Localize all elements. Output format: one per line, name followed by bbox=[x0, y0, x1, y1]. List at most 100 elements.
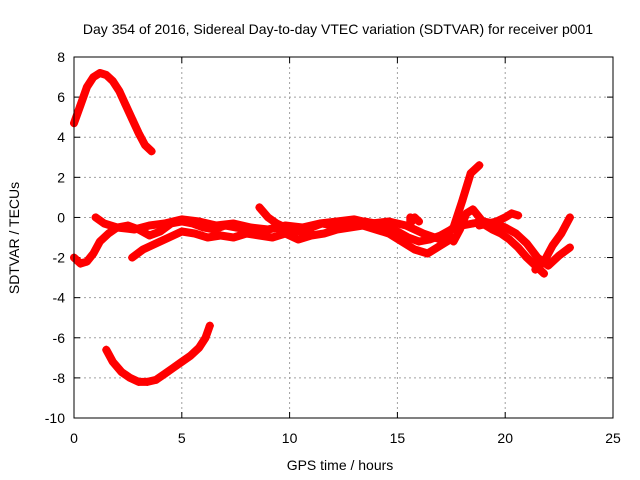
data-point bbox=[289, 227, 298, 236]
y-tick-label: 2 bbox=[57, 169, 65, 185]
data-point bbox=[212, 221, 221, 230]
data-point bbox=[89, 73, 98, 82]
data-point bbox=[195, 343, 204, 352]
data-point bbox=[177, 227, 186, 236]
data-point bbox=[333, 225, 342, 234]
data-point bbox=[404, 233, 413, 242]
data-point bbox=[492, 217, 501, 226]
data-point bbox=[468, 219, 477, 228]
data-point bbox=[423, 249, 432, 258]
data-point bbox=[281, 223, 290, 232]
data-point bbox=[143, 377, 152, 386]
data-point bbox=[397, 237, 406, 246]
data-point bbox=[76, 259, 85, 268]
data-point bbox=[89, 249, 98, 258]
data-point bbox=[141, 141, 150, 150]
data-point bbox=[458, 197, 467, 206]
data-point bbox=[128, 115, 137, 124]
data-point bbox=[130, 225, 139, 234]
x-axis-label: GPS time / hours bbox=[287, 457, 394, 473]
data-point bbox=[169, 363, 178, 372]
series-arc-low bbox=[102, 321, 214, 386]
x-tick-label: 5 bbox=[178, 430, 186, 446]
data-point bbox=[160, 369, 169, 378]
x-tick-label: 10 bbox=[282, 430, 298, 446]
series-line bbox=[102, 321, 214, 386]
data-point bbox=[410, 213, 419, 222]
data-point bbox=[511, 229, 520, 238]
data-point bbox=[104, 229, 113, 238]
data-point bbox=[145, 231, 154, 240]
data-point bbox=[177, 357, 186, 366]
data-point bbox=[540, 257, 549, 266]
data-point bbox=[475, 221, 484, 230]
y-tick-label: 6 bbox=[57, 89, 65, 105]
data-point bbox=[533, 253, 542, 262]
data-point bbox=[501, 223, 510, 232]
data-point bbox=[177, 215, 186, 224]
data-point bbox=[555, 251, 564, 260]
data-point bbox=[501, 213, 510, 222]
series-segment-22h bbox=[531, 213, 574, 274]
data-point bbox=[100, 219, 109, 228]
data-point bbox=[117, 367, 126, 376]
data-point bbox=[268, 233, 277, 242]
data-point bbox=[350, 215, 359, 224]
data-point bbox=[82, 83, 91, 92]
data-point bbox=[134, 129, 143, 138]
data-point bbox=[201, 333, 210, 342]
data-point bbox=[190, 229, 199, 238]
data-point bbox=[145, 221, 154, 230]
data-point bbox=[121, 101, 130, 110]
data-point bbox=[151, 375, 160, 384]
data-point bbox=[371, 225, 380, 234]
axis-ticks: 0 5 10 15 20 25 -10 -8 -6 -4 -2 0 2 4 6 8 bbox=[45, 49, 621, 446]
data-point bbox=[138, 245, 147, 254]
data-point bbox=[414, 237, 423, 246]
data-point bbox=[102, 345, 111, 354]
data-point bbox=[76, 101, 85, 110]
data-point bbox=[294, 235, 303, 244]
data-point bbox=[455, 225, 464, 234]
series-band-lower bbox=[128, 221, 458, 262]
data-point bbox=[488, 225, 497, 234]
data-point bbox=[410, 245, 419, 254]
data-point bbox=[229, 233, 238, 242]
data-point bbox=[95, 237, 104, 246]
data-point bbox=[544, 261, 553, 270]
data-point bbox=[115, 87, 124, 96]
data-point bbox=[507, 209, 516, 218]
data-point bbox=[475, 161, 484, 170]
data-point bbox=[272, 219, 281, 228]
data-point bbox=[419, 229, 428, 238]
series-outliers bbox=[406, 213, 423, 228]
y-tick-label: 0 bbox=[57, 209, 65, 225]
data-point bbox=[134, 377, 143, 386]
data-point bbox=[384, 229, 393, 238]
data-point bbox=[298, 225, 307, 234]
y-tick-label: -6 bbox=[53, 330, 66, 346]
y-tick-label: -8 bbox=[53, 370, 66, 386]
data-point bbox=[466, 169, 475, 178]
data-point bbox=[522, 239, 531, 248]
data-point bbox=[496, 229, 505, 238]
data-point bbox=[264, 213, 273, 222]
data-point bbox=[565, 213, 574, 222]
data-point bbox=[449, 237, 458, 246]
data-point bbox=[320, 229, 329, 238]
data-point bbox=[531, 265, 540, 274]
data-series bbox=[70, 69, 574, 386]
data-point bbox=[255, 203, 264, 212]
data-point bbox=[156, 227, 165, 236]
data-point bbox=[384, 217, 393, 226]
data-point bbox=[113, 223, 122, 232]
series-segment-20h bbox=[475, 209, 523, 230]
data-point bbox=[307, 229, 316, 238]
data-point bbox=[514, 243, 523, 252]
data-point bbox=[345, 223, 354, 232]
data-point bbox=[436, 241, 445, 250]
data-point bbox=[540, 269, 549, 278]
data-point bbox=[315, 219, 324, 228]
data-point bbox=[468, 205, 477, 214]
